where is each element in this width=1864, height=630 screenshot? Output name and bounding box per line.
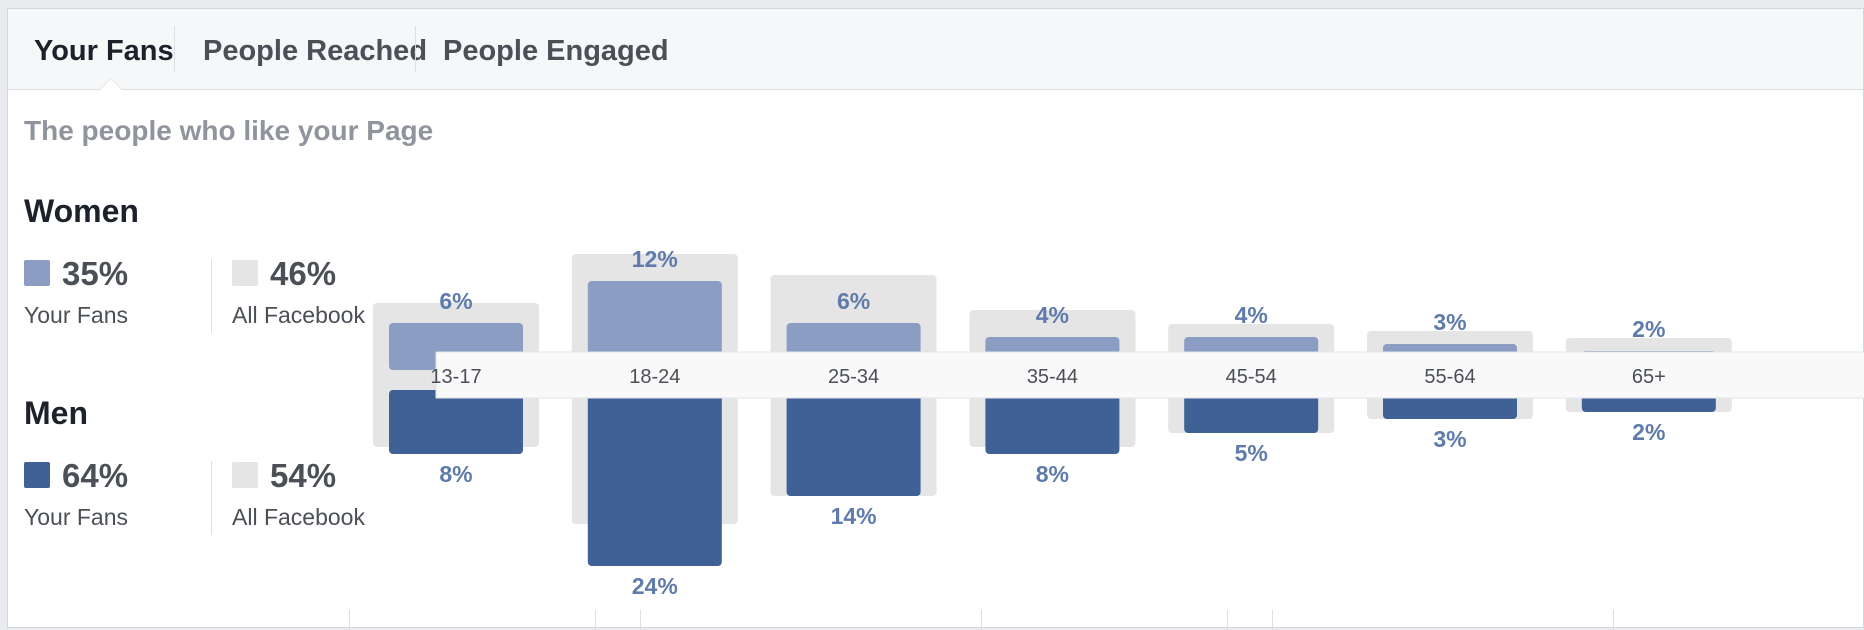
women-facebook-percent: 46% [270,255,337,292]
men-fans-bar [1184,390,1319,433]
age-tick-label: 18-24 [629,366,680,388]
men-value-label: 5% [1235,440,1268,466]
men-facebook-swatch [232,462,258,488]
age-tick-label: 35-44 [1027,366,1078,388]
men-fans-bar [985,390,1120,454]
men-fans-bar [389,390,523,454]
women-fans-swatch [24,260,50,286]
age-gender-chart: 6% 8% 12% 24% 6% 14% 4% 8% 4% 5% 3% 3% 2% 2% 13-17 18-2… [373,246,1864,599]
age-tick-label: 25-34 [828,366,879,388]
women-value-label: 2% [1632,316,1665,342]
fans-demographics-panel: Your Fans People Reached People Engaged … [7,8,1864,630]
men-fans-bar [786,390,921,496]
men-fans-percent: 64% [62,457,129,494]
men-facebook-label: All Facebook [232,504,365,530]
women-value-label: 3% [1433,309,1466,335]
women-value-label: 12% [632,246,678,272]
men-value-label: 24% [632,573,678,599]
men-value-label: 2% [1632,419,1665,445]
men-fans-label: Your Fans [24,504,128,530]
women-facebook-label: All Facebook [232,302,365,328]
women-fans-label: Your Fans [24,302,128,328]
stat-divider [211,259,212,333]
tab-divider [174,26,175,72]
men-fans-bar [587,390,722,566]
age-tick-label: 13-17 [430,366,481,388]
women-fans-percent: 35% [62,255,129,292]
men-facebook-percent: 54% [270,457,337,494]
age-tick-label: 45-54 [1226,366,1277,388]
men-value-label: 8% [1036,461,1069,487]
women-fans-bar [587,281,722,370]
women-value-label: 6% [837,288,870,314]
tab-people-engaged[interactable]: People Engaged [443,35,669,67]
women-value-label: 4% [1036,302,1069,328]
men-value-label: 14% [831,503,877,529]
women-value-label: 6% [439,288,472,314]
men-value-label: 8% [439,461,472,487]
age-axis-band [435,351,1864,399]
women-facebook-swatch [232,260,258,286]
stat-divider [211,461,212,535]
panel-subtitle: The people who like your Page [24,115,434,146]
age-tick-label: 65+ [1632,366,1666,388]
men-fans-swatch [24,462,50,488]
women-heading: Women [24,193,139,229]
tab-people-reached[interactable]: People Reached [203,35,428,67]
age-tick-label: 55-64 [1424,366,1475,388]
men-heading: Men [24,395,88,431]
tab-your-fans[interactable]: Your Fans [34,35,174,67]
women-value-label: 4% [1235,302,1268,328]
tab-divider [415,26,416,72]
men-value-label: 3% [1433,426,1466,452]
tab-bar: Your Fans People Reached People Engaged [8,9,1863,90]
active-tab-pointer-fill [100,79,122,90]
